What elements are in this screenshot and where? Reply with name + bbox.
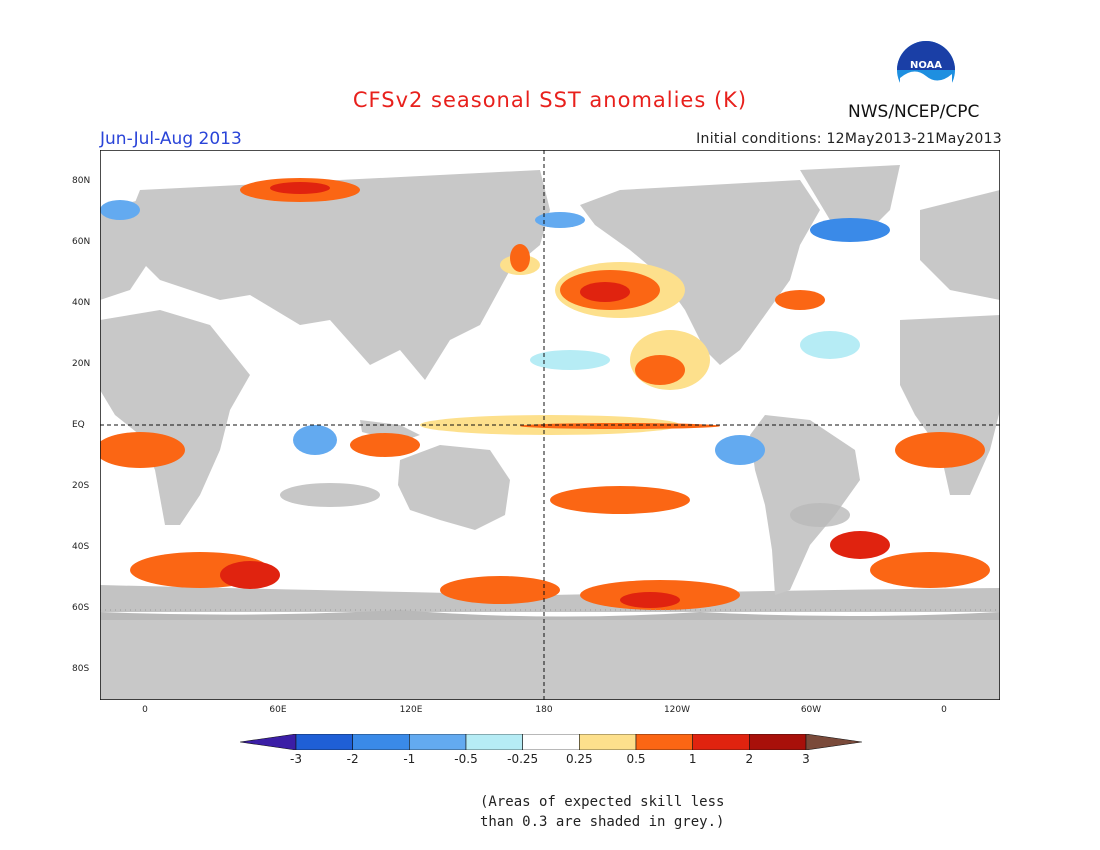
noaa-logo-text: NOAA bbox=[910, 60, 942, 71]
colorbar-bin bbox=[749, 734, 807, 750]
noaa-logo: NOAA bbox=[897, 41, 955, 100]
colorbar-label: 3 bbox=[802, 752, 810, 766]
africa-land bbox=[100, 310, 250, 525]
lat-label: EQ bbox=[72, 420, 85, 430]
agency-label: NWS/NCEP/CPC bbox=[848, 102, 980, 122]
colorbar-label: -2 bbox=[346, 752, 359, 766]
colorbar-arrow-high bbox=[805, 734, 862, 750]
footnote-line-1: (Areas of expected skill less bbox=[480, 794, 725, 810]
colorbar-label: 2 bbox=[745, 752, 754, 766]
lat-label: 40N bbox=[72, 298, 91, 308]
lat-label: 60N bbox=[72, 237, 91, 247]
lat-label: 80S bbox=[72, 664, 90, 674]
colorbar-bin bbox=[409, 734, 467, 750]
colorbar-label: 1 bbox=[688, 752, 697, 766]
colorbar-bin bbox=[579, 734, 637, 750]
sst-anomaly-map bbox=[100, 150, 1000, 700]
forecast-period: Jun-Jul-Aug 2013 bbox=[100, 129, 242, 149]
initial-conditions: Initial conditions: 12May2013-21May2013 bbox=[696, 131, 1002, 147]
colorbar-bin bbox=[635, 734, 693, 750]
colorbar-label: 0.25 bbox=[565, 752, 593, 766]
north-america-land bbox=[580, 180, 820, 365]
colorbar-bin bbox=[352, 734, 410, 750]
colorbar-label: 0.5 bbox=[626, 752, 646, 766]
lon-label: 0 bbox=[142, 705, 148, 715]
lat-label: 80N bbox=[72, 176, 91, 186]
lon-label: 120E bbox=[399, 705, 423, 715]
colorbar-label: -0.5 bbox=[454, 752, 478, 766]
lat-label: 20S bbox=[72, 481, 90, 491]
lat-label: 60S bbox=[72, 603, 90, 613]
lon-label: 180 bbox=[535, 705, 553, 715]
colorbar-arrow-low bbox=[240, 734, 297, 750]
colorbar-label: -3 bbox=[290, 752, 302, 766]
antarctica-land bbox=[100, 620, 1000, 700]
lon-label: 60E bbox=[269, 705, 287, 715]
colorbar bbox=[240, 734, 862, 750]
lon-label: 60W bbox=[800, 705, 822, 715]
footnote-line-2: than 0.3 are shaded in grey.) bbox=[480, 814, 725, 830]
colorbar-bin bbox=[295, 734, 353, 750]
lon-label: 0 bbox=[941, 705, 947, 715]
colorbar-label: -0.25 bbox=[507, 752, 539, 766]
lat-label: 40S bbox=[72, 542, 90, 552]
map-title: CFSv2 seasonal SST anomalies (K) bbox=[352, 88, 748, 112]
eurasia-land bbox=[120, 170, 550, 380]
colorbar-label: -1 bbox=[403, 752, 416, 766]
colorbar-bin bbox=[522, 734, 580, 750]
lat-label: 20N bbox=[72, 359, 91, 369]
lon-label: 120W bbox=[663, 705, 691, 715]
footnote: (Areas of expected skill less than 0.3 a… bbox=[480, 792, 724, 832]
colorbar-bin bbox=[692, 734, 750, 750]
colorbar-bin bbox=[465, 734, 523, 750]
australia-land bbox=[398, 445, 510, 530]
